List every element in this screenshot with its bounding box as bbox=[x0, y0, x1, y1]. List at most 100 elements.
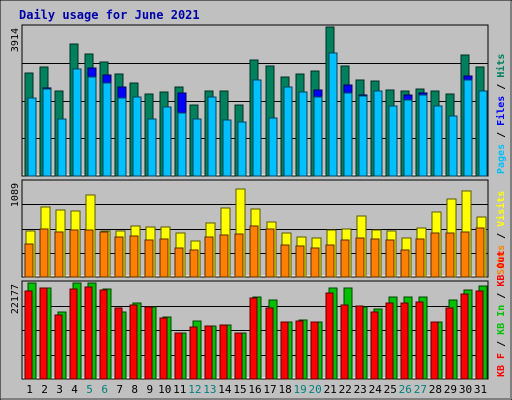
legend-separator: / bbox=[496, 335, 507, 353]
bar-sites-day-17 bbox=[265, 228, 275, 278]
bar-kb-out-day-3 bbox=[54, 314, 63, 380]
bar-kb-out-day-11 bbox=[174, 332, 183, 380]
bar-sites-day-10 bbox=[159, 238, 169, 278]
bar-kb-out-day-29 bbox=[445, 307, 454, 380]
bar-kb-out-day-15 bbox=[234, 332, 243, 380]
bar-pages-day-11 bbox=[177, 112, 187, 177]
bar-pages-day-1 bbox=[27, 97, 37, 177]
bar-pages-day-13 bbox=[207, 96, 217, 177]
bar-kb-out-day-8 bbox=[129, 304, 138, 380]
x-label-day-10: 10 bbox=[158, 383, 171, 396]
bar-sites-day-28 bbox=[430, 232, 440, 278]
bar-pages-day-4 bbox=[72, 68, 82, 177]
bar-sites-day-2 bbox=[39, 228, 49, 278]
bar-kb-out-day-16 bbox=[249, 297, 258, 380]
bar-kb-out-day-14 bbox=[219, 324, 228, 380]
bar-pages-day-22 bbox=[343, 92, 353, 177]
bar-pages-day-9 bbox=[147, 118, 157, 177]
x-label-day-25: 25 bbox=[384, 383, 397, 396]
bar-pages-day-21 bbox=[328, 52, 338, 177]
bar-pages-day-19 bbox=[298, 91, 308, 177]
bar-pages-day-23 bbox=[358, 95, 368, 177]
bar-pages-day-16 bbox=[252, 79, 262, 177]
legend-kb-out: KB Out bbox=[496, 251, 507, 287]
x-label-day-23: 23 bbox=[354, 383, 367, 396]
bar-sites-day-24 bbox=[370, 238, 380, 278]
bar-sites-day-30 bbox=[460, 231, 470, 278]
x-label-day-4: 4 bbox=[71, 383, 78, 396]
bar-pages-day-29 bbox=[448, 115, 458, 177]
legend: Sites / Visits bbox=[495, 191, 507, 275]
bar-pages-day-30 bbox=[463, 79, 473, 177]
y-max-label: 22177 bbox=[10, 284, 21, 314]
legend-pages: Pages bbox=[496, 144, 507, 174]
bar-pages-day-2 bbox=[42, 88, 52, 177]
x-label-day-3: 3 bbox=[56, 383, 63, 396]
x-label-day-27: 27 bbox=[414, 383, 427, 396]
chart-panels: 3914 Pages / Files / Hits 1089 Sites / Visi… bbox=[10, 24, 507, 380]
bar-kb-out-day-30 bbox=[460, 293, 469, 380]
bar-sites-day-11 bbox=[174, 247, 184, 278]
x-label-day-16: 16 bbox=[248, 383, 261, 396]
x-label-day-17: 17 bbox=[263, 383, 276, 396]
x-label-day-30: 30 bbox=[459, 383, 472, 396]
bar-kb-out-day-10 bbox=[159, 317, 168, 380]
legend-sites: Sites bbox=[495, 245, 507, 275]
bar-sites-day-13 bbox=[204, 236, 214, 278]
bar-sites-day-29 bbox=[445, 232, 455, 278]
bar-kb-out-day-9 bbox=[144, 306, 153, 380]
y-max-label: 1089 bbox=[10, 183, 21, 207]
bar-pages-day-25 bbox=[388, 105, 398, 177]
legend-kb-f: KB F bbox=[496, 353, 507, 377]
x-label-day-15: 15 bbox=[233, 383, 246, 396]
bar-kb-out-day-7 bbox=[114, 307, 123, 380]
x-label-day-18: 18 bbox=[278, 383, 291, 396]
bar-pages-day-10 bbox=[162, 106, 172, 177]
x-axis-day-labels: 1 2 3 4 5 6 7 8 9 10 11 12 13 14 15 16 17 18 19 20 21 22 23 24 2… bbox=[26, 383, 487, 396]
bar-pages-day-6 bbox=[102, 82, 112, 177]
legend-separator: / bbox=[496, 126, 507, 144]
bar-pages-day-12 bbox=[192, 118, 202, 177]
bar-kb-out-day-19 bbox=[295, 320, 304, 380]
bar-kb-out-day-23 bbox=[355, 305, 364, 380]
bar-kb-out-day-25 bbox=[385, 302, 394, 380]
legend-hits: Hits bbox=[495, 54, 507, 78]
bar-pages-day-26 bbox=[403, 99, 413, 177]
x-label-day-28: 28 bbox=[429, 383, 442, 396]
bar-sites-day-26 bbox=[400, 249, 410, 278]
bar-kb-out-day-17 bbox=[265, 307, 274, 380]
x-label-day-8: 8 bbox=[131, 383, 138, 396]
bar-pages-day-28 bbox=[433, 105, 443, 177]
legend-files: Files bbox=[495, 96, 507, 126]
legend-separator: / bbox=[496, 78, 507, 96]
bar-kb-out-day-27 bbox=[415, 301, 424, 380]
bar-kb-out-day-12 bbox=[189, 326, 198, 380]
bar-sites-day-22 bbox=[340, 239, 350, 278]
x-label-day-26: 26 bbox=[399, 383, 412, 396]
legend-visits: Visits bbox=[495, 191, 507, 227]
bar-sites-day-23 bbox=[355, 237, 365, 278]
bar-sites-day-20 bbox=[310, 247, 320, 278]
legend: KB F / KB In / KB Out bbox=[496, 251, 507, 377]
bar-pages-day-24 bbox=[373, 90, 383, 177]
bar-sites-day-8 bbox=[129, 235, 139, 278]
x-label-day-29: 29 bbox=[444, 383, 457, 396]
bar-sites-day-19 bbox=[295, 245, 305, 278]
bar-sites-day-12 bbox=[189, 249, 199, 278]
bar-kb-out-day-6 bbox=[99, 289, 108, 380]
x-label-day-21: 21 bbox=[324, 383, 337, 396]
bar-sites-day-27 bbox=[415, 238, 425, 278]
bar-pages-day-20 bbox=[313, 96, 323, 177]
bar-pages-day-15 bbox=[237, 121, 247, 177]
legend-separator: / bbox=[496, 287, 507, 305]
bar-pages-day-18 bbox=[283, 86, 293, 177]
bar-sites-day-9 bbox=[144, 239, 154, 278]
x-label-day-13: 13 bbox=[203, 383, 216, 396]
x-label-day-9: 9 bbox=[146, 383, 153, 396]
x-label-day-22: 22 bbox=[339, 383, 352, 396]
bar-pages-day-3 bbox=[57, 118, 67, 177]
x-label-day-14: 14 bbox=[218, 383, 232, 396]
x-label-day-5: 5 bbox=[86, 383, 93, 396]
bar-pages-day-7 bbox=[117, 97, 127, 177]
